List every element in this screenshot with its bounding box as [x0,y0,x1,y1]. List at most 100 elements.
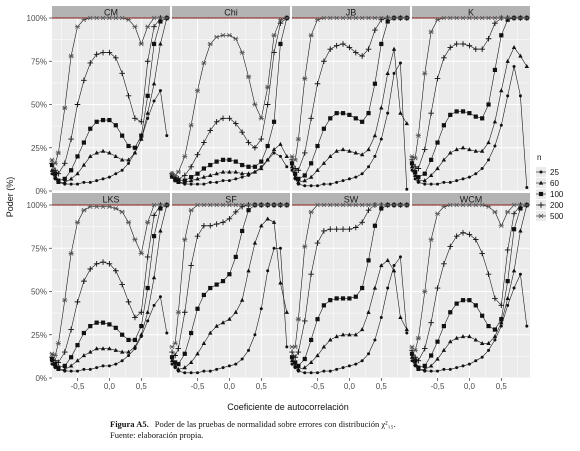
data-point [460,334,466,339]
data-point [106,204,113,210]
data-point [194,202,201,208]
data-point [56,365,61,370]
data-point [227,364,231,368]
data-point [316,184,320,188]
data-point [441,324,446,329]
data-point [53,171,58,176]
data-point [221,366,225,370]
data-point [303,184,307,188]
data-point [466,231,473,238]
data-point [518,228,523,233]
data-point [498,302,505,309]
legend-marker [538,213,544,219]
data-point [50,172,54,176]
data-point [88,349,93,354]
data-point [151,234,157,239]
series-line [51,17,167,164]
data-point [100,259,106,265]
data-point [428,29,434,35]
data-point [233,309,238,314]
data-point [372,223,378,228]
data-point [415,357,422,364]
data-point [239,297,245,302]
data-point [175,169,181,175]
data-point [448,112,453,117]
data-point [195,176,200,181]
data-point [391,46,397,51]
data-point [285,165,289,169]
data-point [392,264,396,268]
data-point [101,364,105,368]
data-point [226,33,233,38]
data-point [151,275,157,280]
data-point [81,330,86,336]
data-point [233,254,238,259]
data-point [467,334,472,339]
data-point [346,44,353,51]
data-point [62,366,67,371]
data-point [518,206,523,211]
data-point [196,371,200,375]
data-point [125,220,132,225]
data-point [93,51,100,58]
series-line [171,17,287,176]
data-point [435,140,440,145]
data-point [138,41,144,47]
data-point [113,154,118,158]
data-point [322,182,326,186]
data-point [259,159,264,164]
data-point [258,136,265,142]
data-point [360,172,364,176]
panel-lks: LKS [49,193,170,379]
x-tick-label: -0,5 [431,382,445,391]
data-point [259,166,264,171]
data-point [126,157,131,162]
data-point [398,255,402,259]
data-point [157,15,164,21]
data-point [182,178,187,183]
data-point [202,182,206,186]
data-point [139,133,144,138]
data-point [125,299,132,305]
data-point [379,315,383,319]
data-point [278,280,283,285]
data-point [479,15,485,21]
data-point [413,169,418,175]
data-point [93,261,100,267]
data-point [302,173,307,178]
data-point [172,341,178,346]
data-point [309,184,313,188]
data-point [327,226,334,233]
data-point [421,146,428,153]
series-line [51,204,167,356]
data-point [173,360,178,365]
data-point [434,285,441,291]
data-point [76,182,80,186]
data-point [359,15,365,21]
data-point [215,180,219,184]
data-point [194,151,201,158]
data-point [94,204,100,210]
data-point [473,337,478,342]
data-point [505,279,510,284]
data-point [447,44,454,51]
strip-label: SW [344,195,359,205]
data-point [240,175,244,179]
data-point [412,354,418,361]
data-point [472,46,479,52]
data-point [315,143,320,149]
data-point [169,355,175,360]
data-point [253,333,257,337]
data-point [385,257,390,262]
data-point [259,307,263,311]
data-point [328,154,333,158]
data-point [385,19,390,24]
data-point [293,171,298,176]
x-tick-label: -0,5 [71,382,85,391]
data-point [145,220,151,225]
data-point [334,15,340,21]
data-point [201,166,206,171]
data-point [454,202,460,208]
data-point [81,207,87,213]
data-point [479,148,485,153]
